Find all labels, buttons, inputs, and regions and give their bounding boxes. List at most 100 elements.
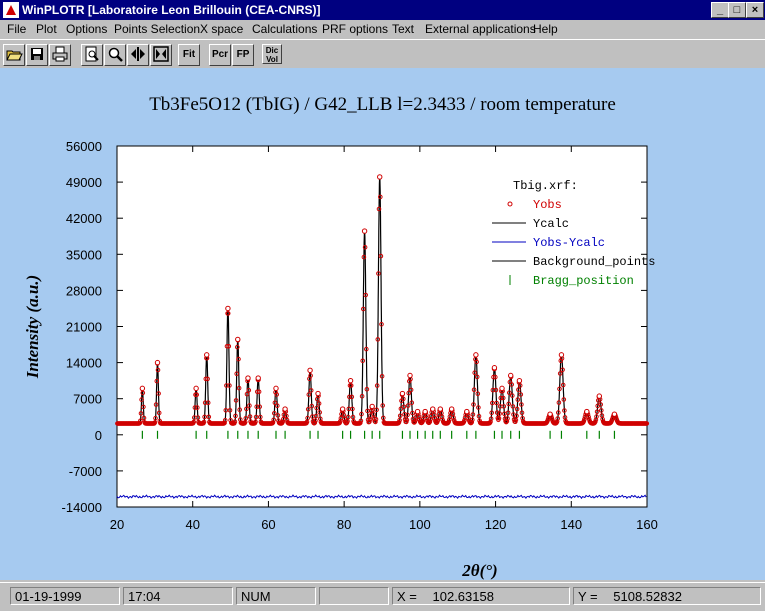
yobs-point — [474, 374, 480, 380]
x-tick-label: 140 — [560, 517, 582, 532]
yobs-point — [371, 412, 376, 417]
yobs-peak-point — [255, 375, 261, 381]
yobs-point — [244, 391, 250, 397]
yobs-point — [317, 410, 323, 415]
yobs-point — [257, 404, 263, 410]
yobs-point — [205, 376, 210, 382]
yobs-point — [154, 378, 160, 384]
yobs-point — [519, 410, 525, 416]
menu-external-applications[interactable]: External applications — [425, 22, 536, 36]
yobs-point — [360, 358, 366, 364]
yobs-point — [411, 420, 417, 425]
menu-x-space[interactable]: X space — [200, 22, 244, 36]
yobs-point — [398, 406, 404, 412]
yobs-point — [202, 400, 208, 406]
menu-plot[interactable]: Plot — [36, 22, 57, 36]
yobs-point — [421, 413, 427, 419]
close-button[interactable]: × — [746, 2, 764, 18]
yobs-point — [517, 383, 523, 388]
yobs-peak-point — [516, 377, 523, 384]
yobs-point — [373, 419, 378, 425]
yobs-point — [206, 414, 212, 420]
app-icon — [3, 2, 19, 18]
yobs-point — [234, 371, 239, 377]
yobs-point — [513, 417, 519, 423]
menu-file[interactable]: File — [7, 22, 27, 36]
yobs-point — [474, 359, 479, 365]
fit-button[interactable]: Fit — [178, 44, 200, 66]
yobs-point — [373, 417, 379, 422]
yobs-point — [312, 420, 318, 426]
yobs-point — [156, 391, 161, 396]
yobs-point — [379, 321, 384, 327]
yobs-peak-point — [204, 352, 210, 358]
menu-help[interactable]: Help — [533, 22, 558, 36]
yobs-point — [406, 390, 412, 396]
yobs-point — [256, 389, 262, 395]
maximize-button[interactable]: □ — [728, 2, 746, 18]
yobs-point — [470, 412, 476, 417]
menu-text[interactable]: Text — [392, 22, 415, 36]
yobs-peak-point — [154, 359, 161, 366]
y-tick-label: 49000 — [66, 175, 102, 190]
yobs-point — [557, 371, 563, 376]
yobs-point — [156, 410, 162, 416]
zoom-page-icon[interactable] — [81, 44, 103, 66]
yobs-point — [153, 415, 158, 421]
yobs-point — [497, 411, 502, 416]
dic-vol-button[interactable]: Dic Vol — [262, 44, 282, 64]
yobs-point — [378, 253, 384, 259]
yobs-point — [205, 400, 211, 406]
plot-area[interactable]: Tb3Fe5O12 (TbIG) / G42_LLB l=2.3433 / ro… — [0, 68, 765, 580]
yobs-point — [405, 403, 411, 408]
menu-calculations[interactable]: Calculations — [252, 22, 318, 36]
yobs-point — [225, 311, 231, 316]
y-tick-label: 28000 — [66, 283, 102, 298]
zoom-icon[interactable] — [104, 44, 126, 66]
yobs-point — [224, 344, 230, 349]
yobs-point — [504, 419, 510, 424]
yobs-point — [505, 410, 511, 416]
yobs-point — [364, 346, 369, 352]
yobs-point — [376, 271, 381, 276]
yobs-point — [139, 397, 144, 402]
yobs-point — [562, 408, 567, 413]
yobs-point — [247, 403, 252, 408]
save-icon[interactable] — [26, 44, 48, 66]
print-icon[interactable] — [49, 44, 71, 66]
x-tick-label: 100 — [409, 517, 431, 532]
status-blank — [319, 587, 389, 605]
fit-window-icon[interactable] — [150, 44, 172, 66]
yobs-point — [192, 405, 198, 410]
yobs-point — [137, 420, 143, 426]
yobs-point — [488, 416, 494, 422]
yobs-point — [501, 404, 507, 409]
pcr-button[interactable]: Pcr — [209, 44, 231, 66]
yobs-peak-point — [464, 408, 470, 415]
yobs-point — [510, 393, 515, 398]
yobs-point — [153, 402, 159, 407]
menu-points-selection[interactable]: Points Selection — [114, 22, 201, 36]
yobs-point — [246, 388, 252, 393]
yobs-point — [472, 370, 478, 376]
diffraction-chart[interactable]: 56000 49000 42000 35000 28000 21000 14000 7000 0… — [0, 68, 765, 580]
menu-prf-options[interactable]: PRF options — [322, 22, 389, 36]
open-icon[interactable] — [3, 44, 25, 66]
yobs-point — [374, 407, 379, 413]
yobs-point — [226, 344, 232, 349]
minimize-button[interactable]: _ — [711, 2, 729, 18]
yobs-point — [516, 387, 521, 393]
yobs-point — [222, 420, 227, 426]
yobs-point — [397, 413, 403, 419]
fp-button[interactable]: FP — [232, 44, 254, 66]
yobs-peak-point — [437, 406, 443, 412]
yobs-point — [470, 417, 475, 423]
yobs-point — [396, 420, 402, 425]
yobs-point — [469, 419, 475, 425]
yobs-point — [491, 374, 496, 380]
x-tick-label: 40 — [185, 517, 199, 532]
y-tick-label: -7000 — [69, 464, 102, 479]
menu-options[interactable]: Options — [66, 22, 108, 36]
move-horizontal-icon[interactable] — [127, 44, 149, 66]
yobs-point — [594, 409, 600, 415]
